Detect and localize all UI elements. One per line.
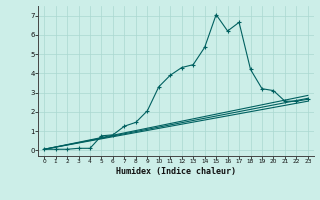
X-axis label: Humidex (Indice chaleur): Humidex (Indice chaleur) bbox=[116, 167, 236, 176]
